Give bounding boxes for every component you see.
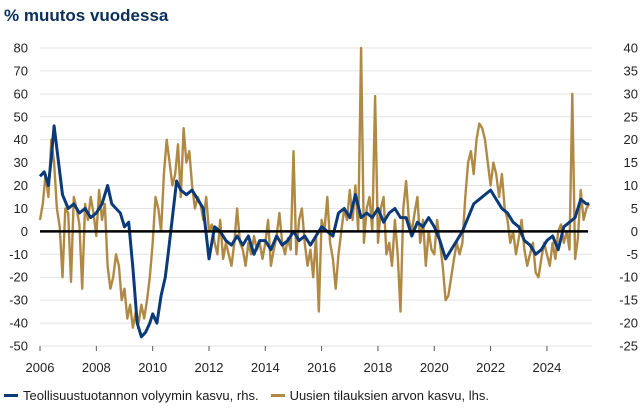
left-tick-label: -20	[9, 270, 28, 285]
left-tick-label: 10	[14, 201, 28, 216]
right-tick-label: 35	[624, 63, 638, 78]
legend-label-new-orders: Uusien tilauksien arvon kasvu, lhs.	[289, 388, 489, 403]
x-axis: 2006 2008 2010 2012 2014 2016 2018 2020 2022 2024	[26, 346, 561, 375]
left-tick-label: 50	[14, 109, 28, 124]
right-tick-label: 5	[631, 201, 638, 216]
x-tick-label: 2022	[476, 360, 505, 375]
x-tick-label: 2008	[82, 360, 111, 375]
left-tick-label: -10	[9, 247, 28, 262]
left-tick-label: 0	[21, 224, 28, 239]
gridlines	[40, 47, 592, 347]
right-tick-label: 0	[631, 224, 638, 239]
series-line-new-orders	[38, 46, 591, 329]
right-tick-label: -20	[619, 316, 638, 331]
right-tick-label: 40	[624, 41, 638, 56]
x-tick-label: 2016	[307, 360, 336, 375]
legend-item-industrial-output: Teollisuustuotannon volyymin kasvu, rhs.	[4, 388, 259, 403]
right-tick-label: 30	[624, 86, 638, 101]
legend-item-new-orders: Uusien tilauksien arvon kasvu, lhs.	[270, 388, 489, 403]
left-axis: 80 70 60 50 40 30 20 10 0 -10 -20 -30 -40 -50	[9, 41, 28, 354]
left-tick-label: 30	[14, 155, 28, 170]
x-tick-label: 2018	[363, 360, 392, 375]
series-line-industrial-output	[38, 124, 590, 339]
right-tick-label: 10	[624, 178, 638, 193]
x-tick-label: 2014	[251, 360, 280, 375]
left-tick-label: 70	[14, 63, 28, 78]
left-tick-label: 40	[14, 132, 28, 147]
right-tick-label: -25	[619, 339, 638, 354]
legend-swatch-industrial-output	[4, 394, 18, 397]
legend-swatch-new-orders	[270, 394, 285, 397]
x-tick-label: 2010	[138, 360, 167, 375]
right-tick-label: -5	[626, 247, 638, 262]
right-tick-label: 25	[624, 109, 638, 124]
x-tick-label: 2006	[26, 360, 55, 375]
legend-label-industrial-output: Teollisuustuotannon volyymin kasvu, rhs.	[23, 388, 259, 403]
x-tick-label: 2012	[195, 360, 224, 375]
series-lines	[38, 46, 591, 339]
right-axis: 40 35 30 25 20 15 10 5 0 -5 -10 -15 -20 -25	[619, 41, 638, 354]
left-tick-label: 20	[14, 178, 28, 193]
left-tick-label: -50	[9, 339, 28, 354]
right-tick-label: 20	[624, 132, 638, 147]
right-tick-label: -15	[619, 293, 638, 308]
x-tick-label: 2024	[532, 360, 561, 375]
chart-title: % muutos vuodessa	[4, 6, 169, 25]
left-tick-label: -30	[9, 293, 28, 308]
right-tick-label: 15	[624, 155, 638, 170]
left-tick-label: 60	[14, 86, 28, 101]
x-tick-label: 2020	[420, 360, 449, 375]
left-tick-label: -40	[9, 316, 28, 331]
left-tick-label: 80	[14, 41, 28, 56]
right-tick-label: -10	[619, 270, 638, 285]
legend: Teollisuustuotannon volyymin kasvu, rhs.…	[4, 388, 501, 403]
